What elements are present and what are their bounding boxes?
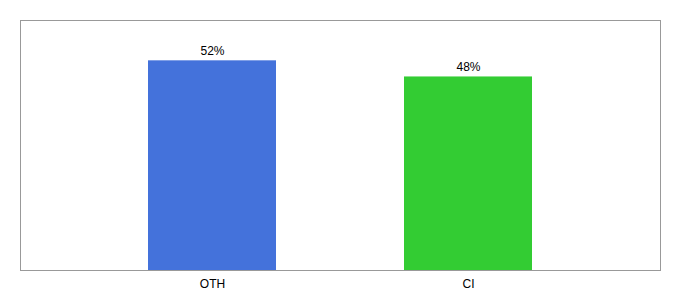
- svg-text:CI: CI: [463, 277, 475, 291]
- svg-text:OTH: OTH: [200, 277, 225, 291]
- svg-text:52%: 52%: [200, 44, 224, 58]
- svg-text:48%: 48%: [456, 60, 480, 74]
